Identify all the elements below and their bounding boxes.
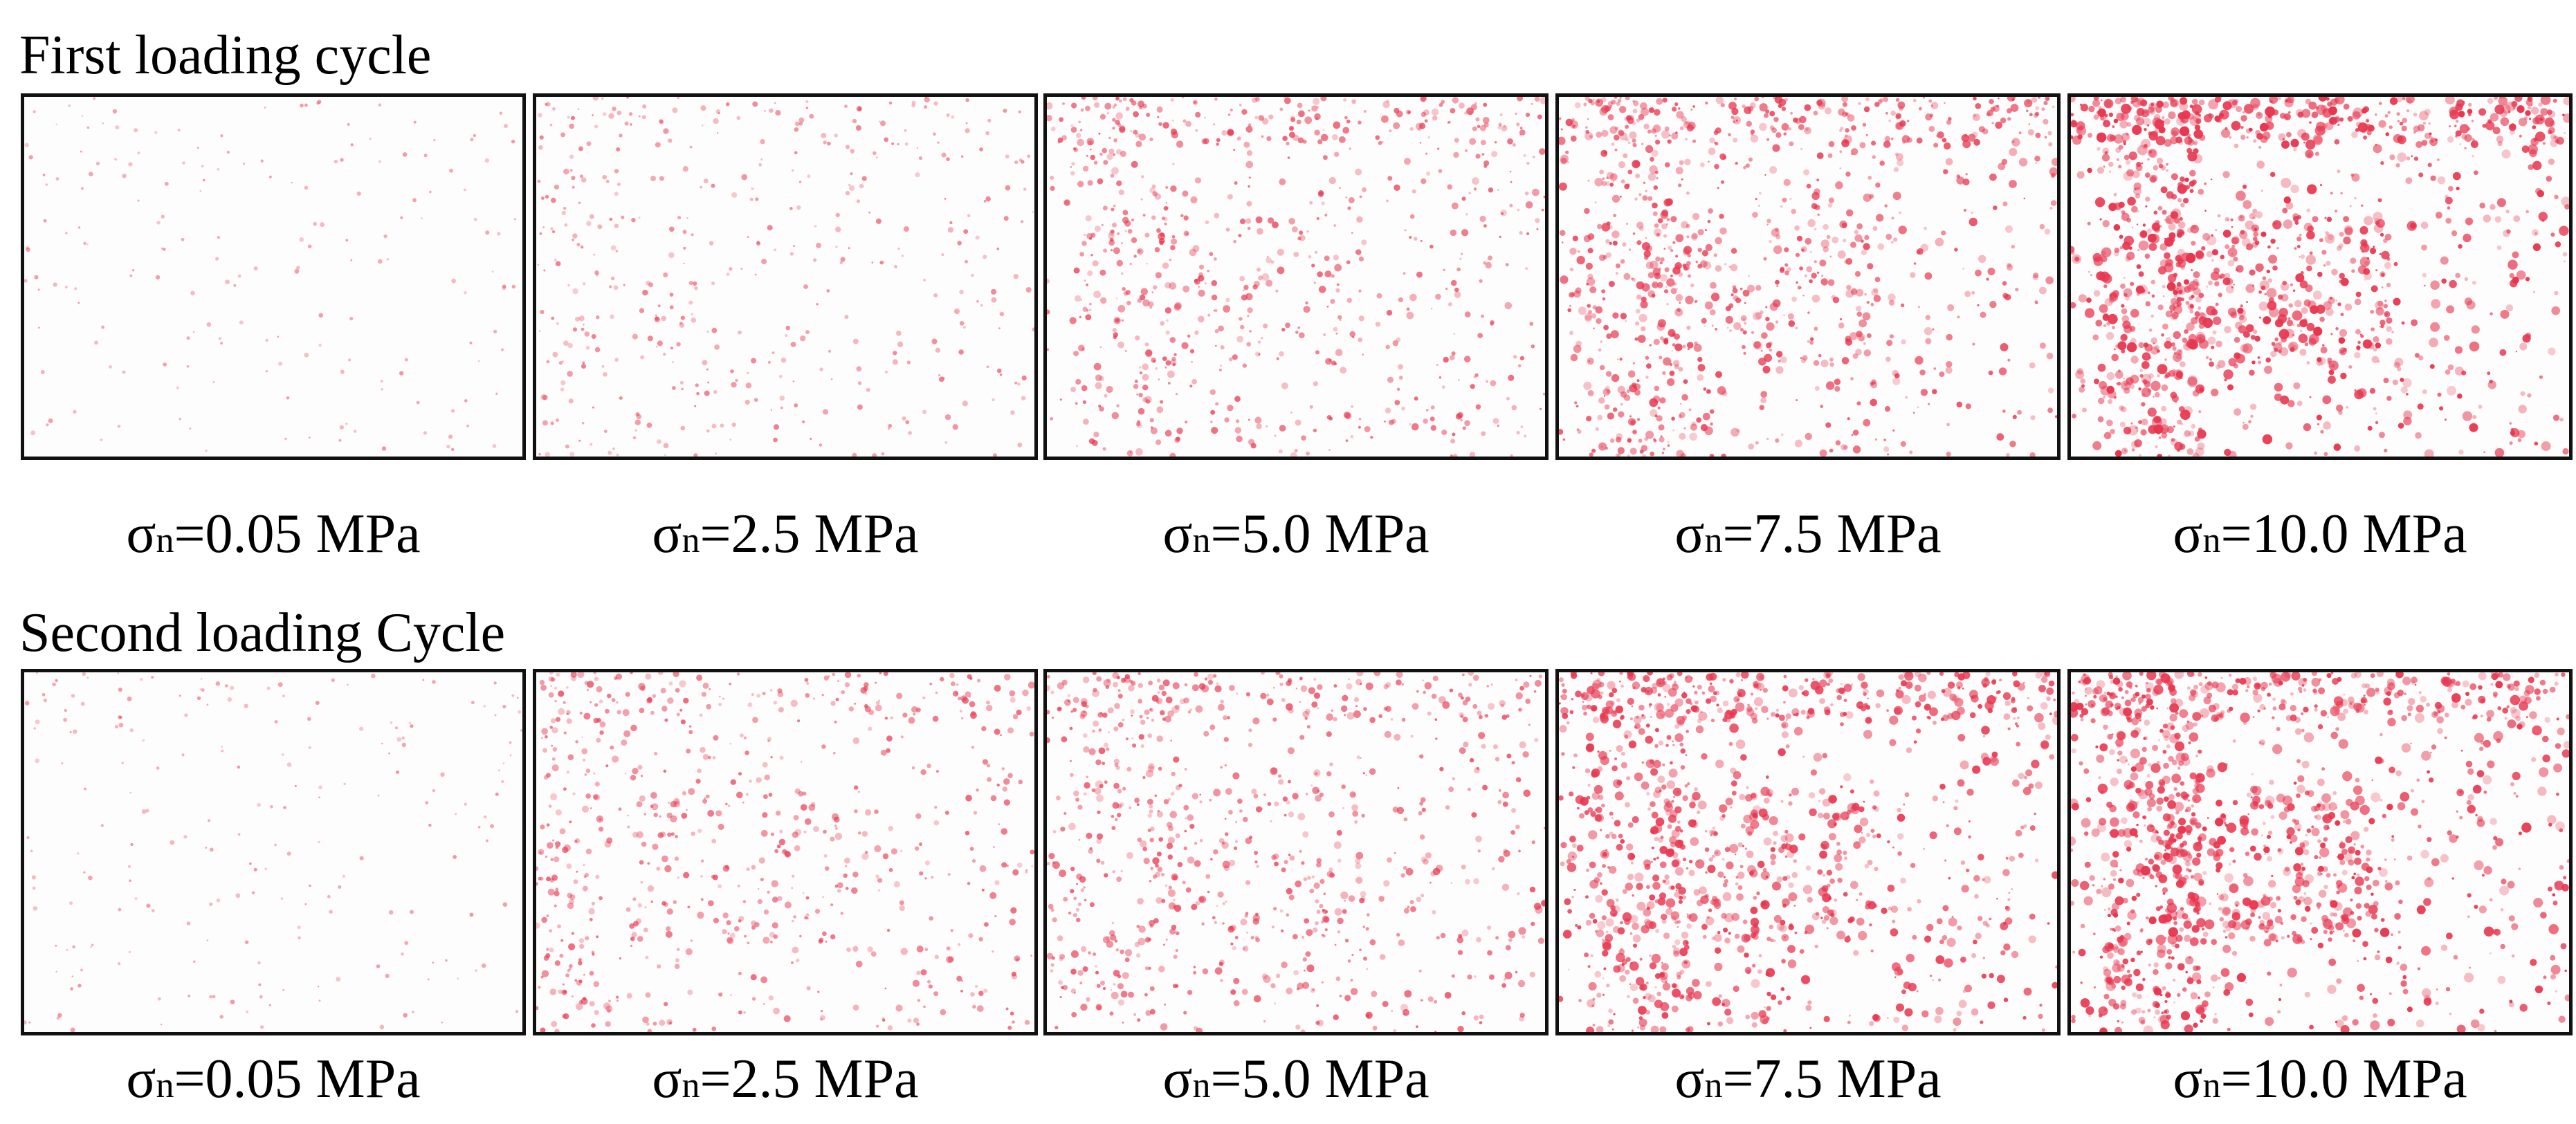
pressure-spot-pattern bbox=[1047, 97, 1545, 457]
pressure-spot-pattern bbox=[24, 672, 522, 1032]
subscript-n: n bbox=[682, 1066, 700, 1105]
subscript-n: n bbox=[156, 1066, 174, 1105]
sigma-symbol: σ bbox=[126, 1049, 156, 1109]
stress-value: =0.05 MPa bbox=[174, 504, 421, 564]
sigma-symbol: σ bbox=[1162, 504, 1193, 564]
sigma-symbol: σ bbox=[2173, 504, 2203, 564]
pressure-spot-pattern bbox=[1559, 672, 2057, 1032]
normal-stress-label: σn=0.05 MPa bbox=[31, 1051, 515, 1107]
normal-stress-label: σn=0.05 MPa bbox=[31, 506, 515, 562]
contact-print-image bbox=[1555, 669, 2061, 1035]
subscript-n: n bbox=[156, 521, 174, 560]
pressure-spot-pattern bbox=[537, 97, 1034, 457]
pressure-spot-pattern bbox=[1047, 672, 1545, 1032]
contact-print-image bbox=[1555, 93, 2061, 460]
stress-value: =2.5 MPa bbox=[700, 1049, 919, 1109]
contact-print-image bbox=[533, 669, 1038, 1035]
contact-print-image bbox=[533, 93, 1038, 460]
subscript-n: n bbox=[2202, 521, 2221, 560]
pressure-spot-pattern bbox=[2071, 672, 2569, 1032]
sigma-symbol: σ bbox=[652, 504, 682, 564]
sigma-symbol: σ bbox=[1674, 504, 1705, 564]
sigma-symbol: σ bbox=[126, 504, 156, 564]
stress-value: =10.0 MPa bbox=[2220, 1049, 2467, 1109]
stress-value: =0.05 MPa bbox=[174, 1049, 421, 1109]
contact-print-image bbox=[21, 93, 526, 460]
contact-print-image bbox=[2067, 669, 2573, 1035]
sigma-symbol: σ bbox=[2173, 1049, 2203, 1109]
stress-value: =7.5 MPa bbox=[1722, 1049, 1942, 1109]
pressure-spot-pattern bbox=[536, 672, 1034, 1032]
normal-stress-label: σn=5.0 MPa bbox=[1054, 1051, 1538, 1107]
normal-stress-label: σn=7.5 MPa bbox=[1566, 506, 2050, 562]
stress-value: =2.5 MPa bbox=[700, 504, 919, 564]
normal-stress-label: σn=7.5 MPa bbox=[1566, 1051, 2050, 1107]
normal-stress-label: σn=2.5 MPa bbox=[543, 1051, 1027, 1107]
subscript-n: n bbox=[1192, 1066, 1211, 1105]
stress-value: =5.0 MPa bbox=[1210, 504, 1429, 564]
normal-stress-label: σn=2.5 MPa bbox=[543, 506, 1027, 562]
contact-print-image bbox=[2067, 93, 2573, 460]
normal-stress-label: σn=10.0 MPa bbox=[2078, 506, 2562, 562]
normal-stress-label: σn=5.0 MPa bbox=[1054, 506, 1538, 562]
stress-value: =7.5 MPa bbox=[1722, 504, 1942, 564]
sigma-symbol: σ bbox=[652, 1049, 682, 1109]
normal-stress-label: σn=10.0 MPa bbox=[2078, 1051, 2562, 1107]
subscript-n: n bbox=[2202, 1066, 2221, 1105]
stress-value: =10.0 MPa bbox=[2220, 504, 2467, 564]
subscript-n: n bbox=[1704, 1066, 1723, 1105]
sigma-symbol: σ bbox=[1674, 1049, 1705, 1109]
pressure-spot-pattern bbox=[24, 97, 516, 452]
contact-print-image bbox=[1043, 93, 1549, 460]
stress-value: =5.0 MPa bbox=[1210, 1049, 1429, 1109]
pressure-spot-pattern bbox=[2071, 97, 2569, 457]
subscript-n: n bbox=[682, 521, 700, 560]
subscript-n: n bbox=[1704, 521, 1723, 560]
sigma-symbol: σ bbox=[1162, 1049, 1193, 1109]
contact-print-image bbox=[21, 669, 526, 1035]
row-title-second-cycle: Second loading Cycle bbox=[19, 602, 506, 663]
pressure-spot-pattern bbox=[1559, 97, 2057, 457]
row-title-first-cycle: First loading cycle bbox=[19, 25, 432, 86]
contact-print-image bbox=[1043, 669, 1549, 1035]
subscript-n: n bbox=[1192, 521, 1211, 560]
